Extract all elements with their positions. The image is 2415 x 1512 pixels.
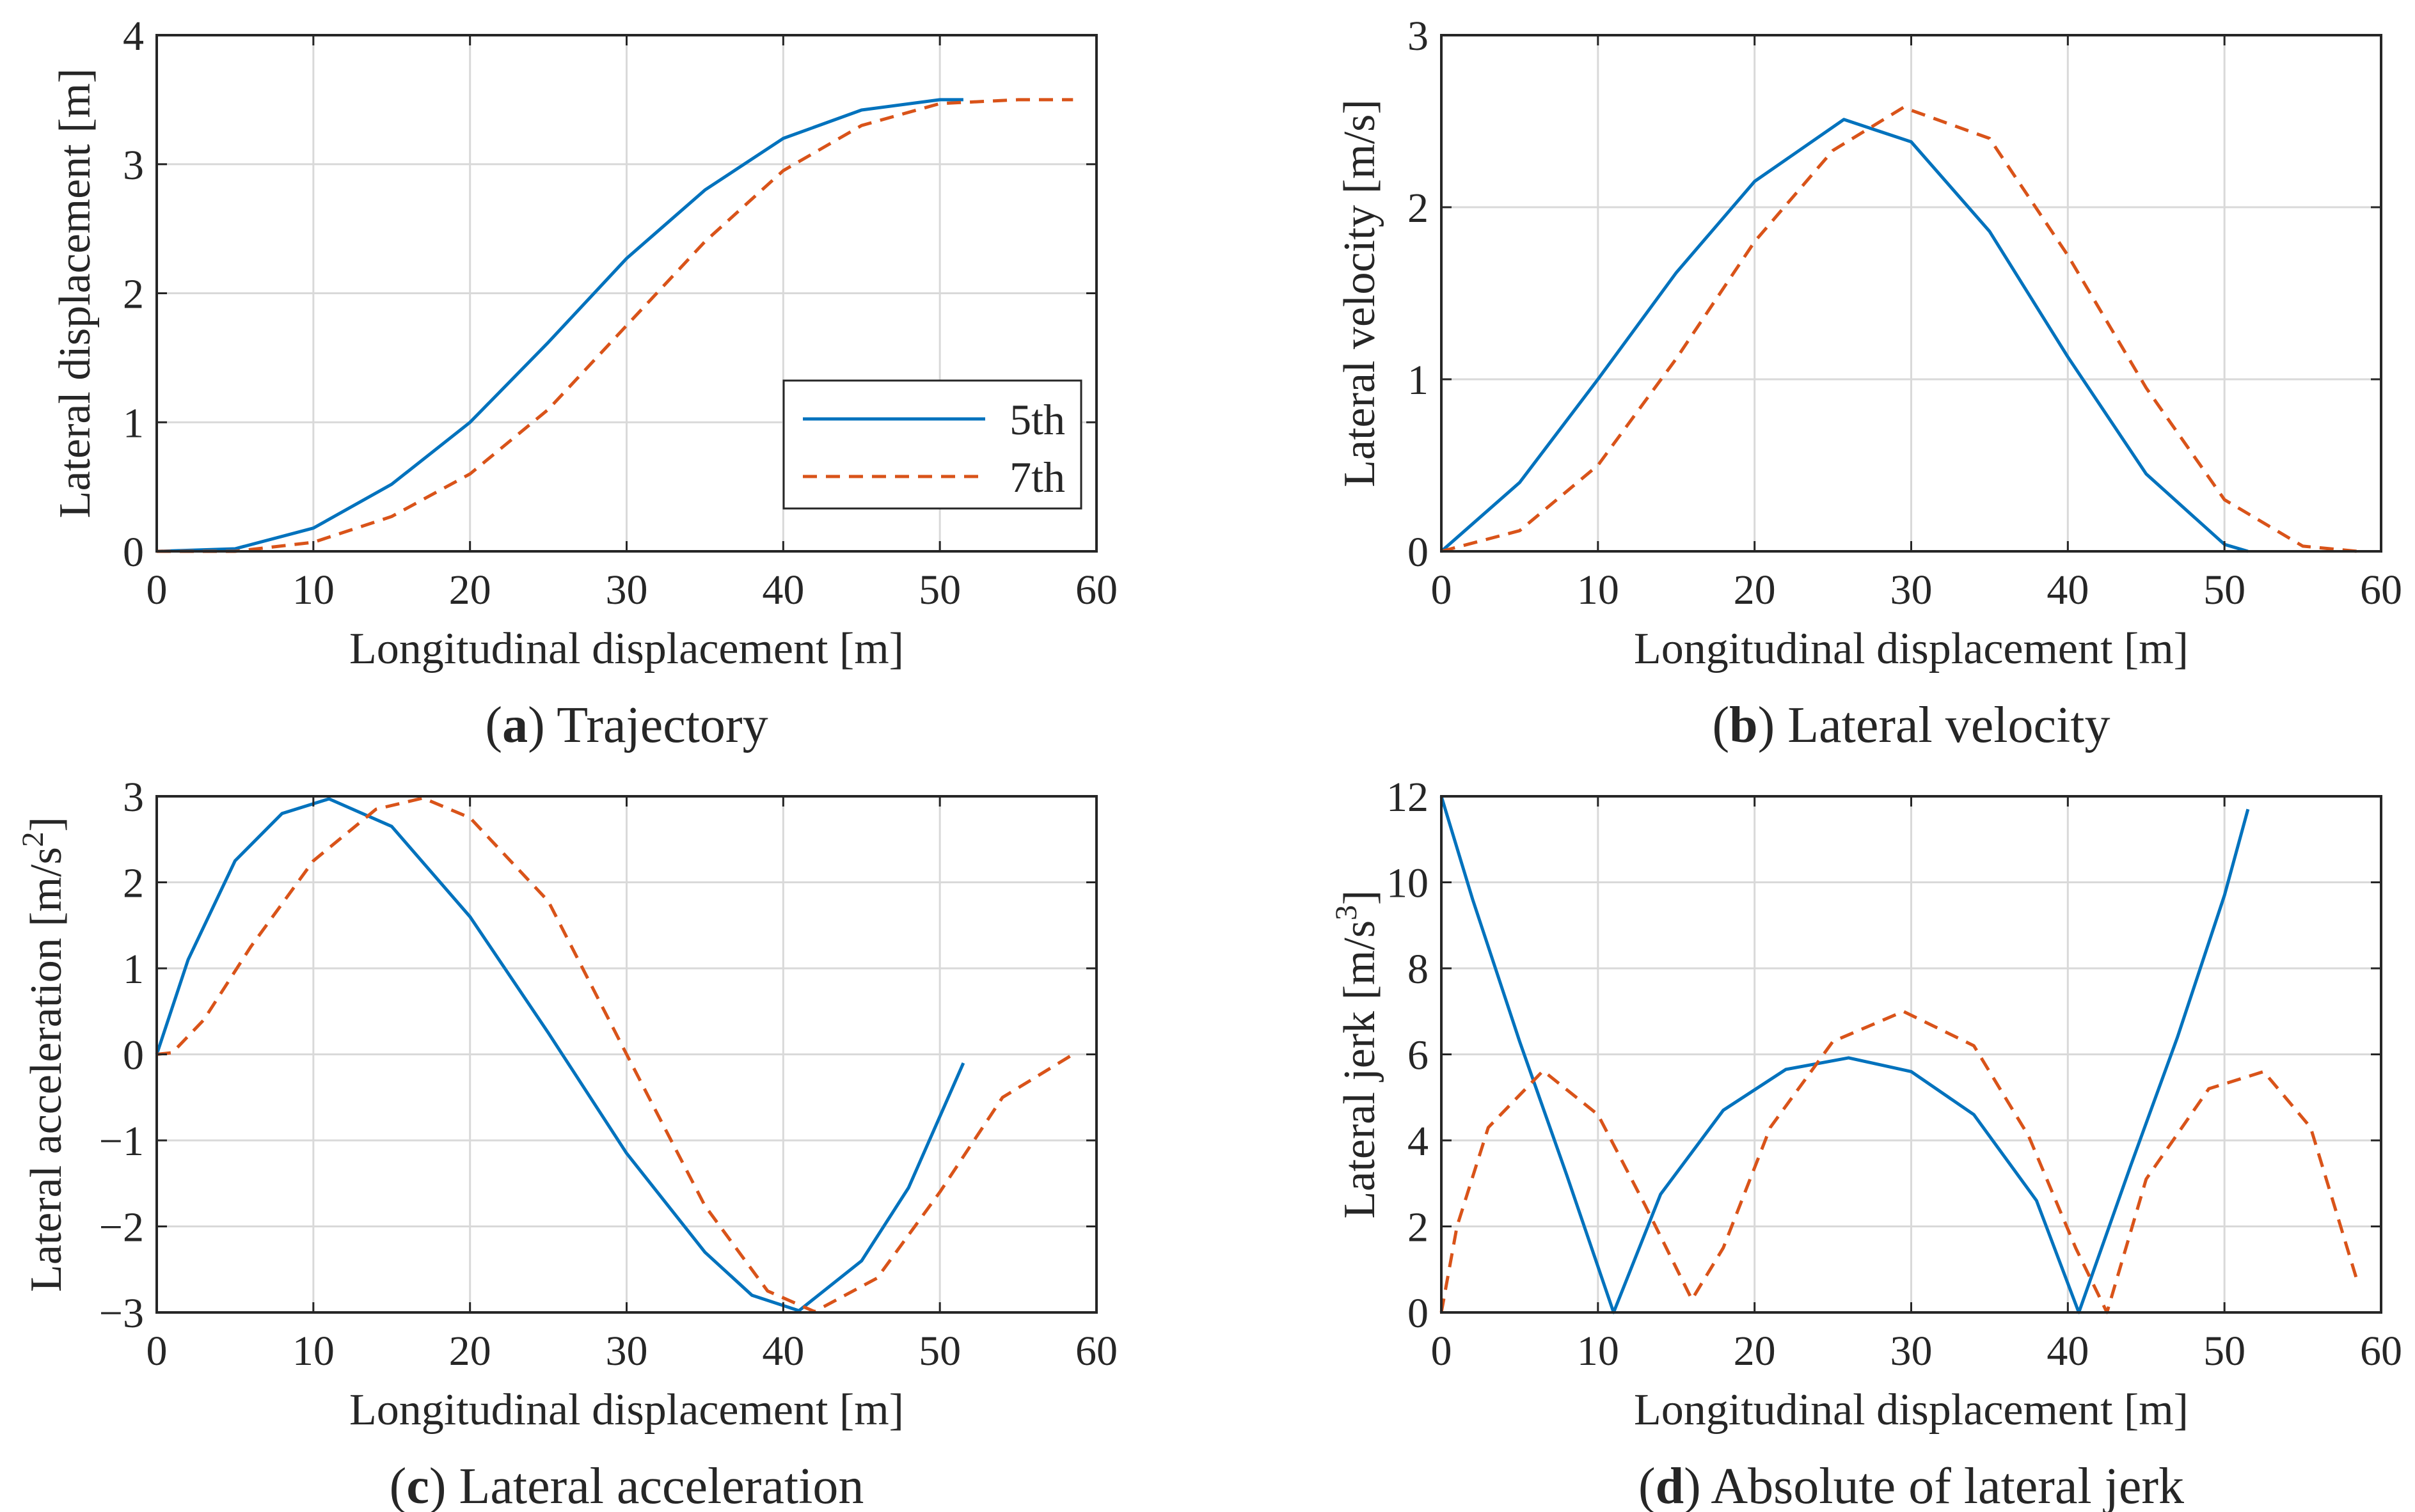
y-tick-label: −3 [99, 1290, 144, 1337]
panel-caption: (a) Trajectory [485, 697, 768, 753]
x-tick-label: 0 [1431, 1328, 1452, 1374]
x-tick-label: 50 [919, 567, 961, 613]
y-tick-label: 2 [1407, 1204, 1429, 1251]
series-line-5th [155, 797, 965, 1312]
x-tick-label: 0 [146, 1328, 168, 1374]
y-tick-label: 12 [1386, 774, 1429, 821]
series-line-5th [1439, 796, 2250, 1314]
series-line-7th [1439, 1009, 2359, 1314]
panel-a: 0 10 20 30 40 50 60 0 1 2 3 4 Longitudinal displacem… [51, 13, 1118, 753]
y-tick-label: 1 [123, 946, 144, 993]
y-axis-label: Lateral velocity [m/s] [1335, 99, 1384, 487]
y-tick-label: 3 [123, 142, 144, 189]
y-tick-label: 0 [1407, 529, 1429, 576]
x-tick-label: 0 [146, 567, 168, 613]
y-tick-label: 2 [1407, 185, 1429, 232]
x-tick-label: 60 [1075, 567, 1118, 613]
y-tick-label: 2 [123, 271, 144, 318]
x-tick-label: 50 [919, 1328, 961, 1374]
panel-caption: (c) Lateral acceleration [390, 1458, 864, 1512]
x-tick-label: 10 [1577, 1328, 1619, 1374]
x-axis-label: Longitudinal displacement [m] [349, 1385, 904, 1435]
panel-caption: (b) Lateral velocity [1713, 697, 2110, 753]
x-tick-label: 40 [2047, 1328, 2089, 1374]
x-tick-label: 50 [2203, 1328, 2245, 1374]
y-tick-label: 1 [123, 400, 144, 446]
y-tick-label: 4 [123, 13, 144, 59]
y-tick-label: 8 [1407, 946, 1429, 993]
x-tick-label: 10 [292, 567, 335, 613]
y-tick-label: −2 [99, 1204, 144, 1251]
y-tick-label: 3 [1407, 13, 1429, 59]
series-line-5th [1440, 118, 2249, 553]
legend-label-5th: 5th [1010, 395, 1065, 444]
x-tick-label: 60 [1075, 1328, 1118, 1374]
x-tick-label: 60 [2360, 1328, 2402, 1374]
y-tick-label: −1 [99, 1118, 144, 1165]
y-tick-label: 2 [123, 860, 144, 907]
y-tick-label: 0 [123, 1032, 144, 1079]
panel-caption: (d) Absolute of lateral jerk [1638, 1458, 2184, 1512]
y-tick-label: 4 [1407, 1118, 1429, 1165]
y-tick-label: 0 [1407, 1290, 1429, 1337]
x-tick-label: 0 [1431, 567, 1452, 613]
x-tick-label: 50 [2203, 567, 2245, 613]
x-tick-label: 30 [1890, 1328, 1933, 1374]
legend-box [782, 379, 1082, 510]
x-tick-label: 30 [1890, 567, 1933, 613]
panel-c: 0 10 20 30 40 50 60 −3 −2 −1 0 1 2 3 Longitudinal disp… [16, 774, 1118, 1512]
x-tick-label: 10 [292, 1328, 335, 1374]
x-tick-label: 20 [449, 1328, 491, 1374]
y-axis-label: Lateral displacement [m] [51, 68, 100, 519]
x-tick-label: 30 [606, 1328, 648, 1374]
x-tick-label: 40 [762, 567, 804, 613]
x-axis-label: Longitudinal displacement [m] [1634, 1385, 2189, 1435]
x-tick-label: 20 [1734, 567, 1776, 613]
x-tick-label: 20 [1734, 1328, 1776, 1374]
legend-label-7th: 7th [1010, 453, 1065, 501]
x-tick-label: 40 [762, 1328, 804, 1374]
x-axis-label: Longitudinal displacement [m] [1634, 624, 2189, 673]
x-tick-label: 10 [1577, 567, 1619, 613]
x-tick-label: 40 [2047, 567, 2089, 613]
series-line-5th [156, 98, 963, 553]
y-tick-label: 10 [1386, 860, 1429, 907]
x-axis-label: Longitudinal displacement [m] [349, 624, 904, 673]
y-tick-label: 0 [123, 529, 144, 576]
y-tick-label: 1 [1407, 357, 1429, 404]
panel-d: 0 10 20 30 40 50 60 0 2 4 6 8 10 12 Longitudinal displ… [1329, 774, 2402, 1512]
y-tick-label: 3 [123, 774, 144, 821]
y-axis-label: Lateral jerk [m/s3] [1329, 890, 1384, 1219]
x-tick-label: 60 [2360, 567, 2402, 613]
y-tick-label: 6 [1407, 1032, 1429, 1079]
series-line-7th [156, 796, 1074, 1314]
y-axis-label: Lateral acceleration [m/s2] [16, 817, 71, 1292]
panel-b: 0 10 20 30 40 50 60 0 1 2 3 Longitudinal displaceme… [1335, 13, 2402, 753]
x-tick-label: 20 [449, 567, 491, 613]
x-tick-label: 30 [606, 567, 648, 613]
series-line-7th [1441, 106, 2358, 553]
